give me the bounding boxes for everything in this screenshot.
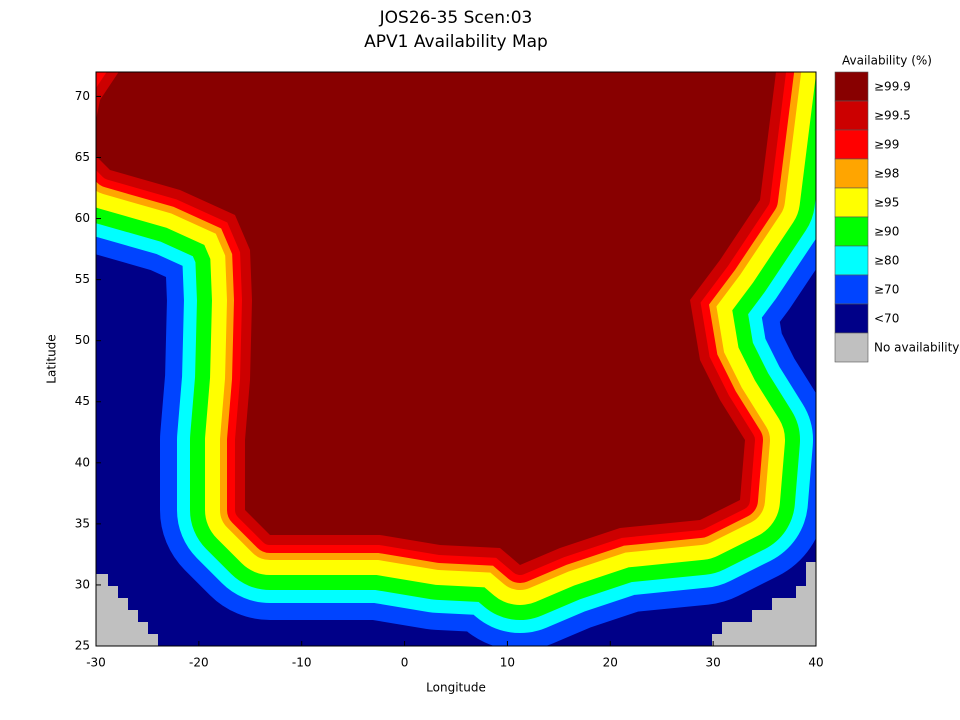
legend-swatch (834, 158, 869, 189)
legend-swatch (834, 274, 869, 305)
legend-label: ≥95 (874, 196, 899, 210)
legend-swatch (834, 129, 869, 160)
y-tick-label: 60 (75, 211, 90, 225)
legend-label: ≥98 (874, 167, 899, 181)
legend-swatch (834, 71, 869, 102)
y-tick-label: 30 (75, 577, 90, 591)
legend-label: ≥99 (874, 138, 899, 152)
x-axis-label: Longitude (426, 681, 486, 695)
map-area (96, 72, 816, 646)
legend-swatch (834, 303, 869, 334)
y-tick-label: 50 (75, 333, 90, 347)
plot-frame (95, 71, 817, 647)
x-tick-label: 30 (706, 656, 721, 670)
chart-title: JOS26-35 Scen:03 (379, 8, 533, 28)
y-tick-label: 35 (75, 516, 90, 530)
y-tick-label: 25 (75, 639, 90, 653)
legend-title: Availability (%) (842, 54, 932, 68)
legend-swatch (834, 216, 869, 247)
legend-swatch (834, 100, 869, 131)
y-tick-label: 55 (75, 272, 90, 286)
x-tick-label: 40 (808, 656, 823, 670)
no-availability-area (96, 574, 158, 646)
y-tick-label: 40 (75, 455, 90, 469)
legend-label: ≥80 (874, 254, 899, 268)
legend-swatch (834, 332, 869, 363)
chart-subtitle: APV1 Availability Map (364, 32, 548, 52)
legend-swatch (834, 187, 869, 218)
no-availability-area (712, 548, 816, 646)
y-axis-label: Latitude (45, 334, 59, 383)
legend-label: ≥99.5 (874, 109, 911, 123)
legend-label: ≥70 (874, 283, 899, 297)
legend-label: No availability (874, 341, 959, 355)
legend-label: ≥99.9 (874, 80, 911, 94)
x-tick-label: 20 (603, 656, 618, 670)
y-tick-label: 65 (75, 150, 90, 164)
x-tick-label: -20 (189, 656, 209, 670)
y-tick-label: 70 (75, 89, 90, 103)
legend-label: <70 (874, 312, 899, 326)
legend-swatch (834, 245, 869, 276)
legend-label: ≥90 (874, 225, 899, 239)
x-tick-label: 10 (500, 656, 515, 670)
x-tick-label: -30 (86, 656, 106, 670)
x-tick-label: 0 (401, 656, 409, 670)
y-tick-label: 45 (75, 394, 90, 408)
availability-core (96, 72, 776, 565)
x-tick-label: -10 (292, 656, 312, 670)
